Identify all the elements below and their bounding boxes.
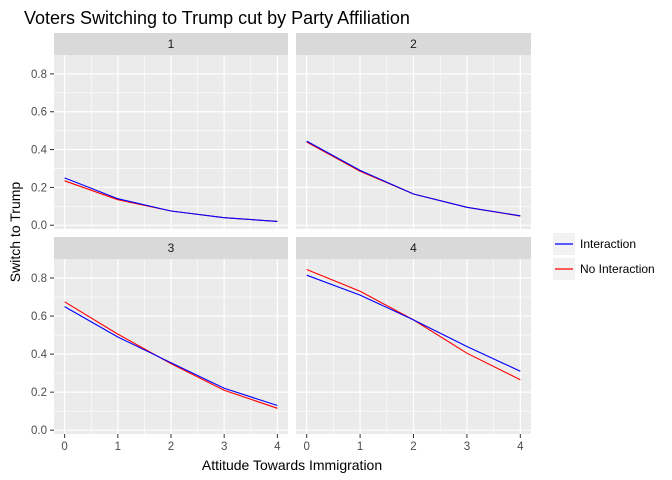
x-tick-label: 4 (274, 441, 281, 453)
y-tick-label: 0.6 (31, 107, 47, 119)
facet-strip (296, 33, 531, 55)
facet-strip-label: 3 (168, 241, 175, 255)
y-tick-label: 0.4 (31, 349, 48, 361)
y-tick-label: 0.2 (31, 387, 47, 399)
x-tick-label: 2 (168, 441, 174, 453)
x-tick-label: 4 (517, 441, 524, 453)
series-line-interaction (64, 306, 278, 407)
y-tick-label: 0.2 (31, 182, 47, 194)
y-tick-label: 0.6 (31, 311, 47, 323)
x-tick-label: 0 (303, 441, 309, 453)
y-tick-label: 0.8 (31, 273, 47, 285)
series-line-interaction (64, 177, 278, 222)
facet-panels: 1 0.0 0.2 0.4 0.6 0.8 2 3 0.0 0.2 0.4 0.6 0.8 0 1 2 3 4 4 0… (31, 33, 531, 453)
facet-panel-1: 1 0.0 0.2 0.4 0.6 0.8 (31, 33, 288, 232)
legend: Interaction No Interaction (553, 233, 655, 280)
x-tick-label: 1 (357, 441, 363, 453)
facet-panel-2: 2 (296, 33, 531, 229)
y-tick-label: 0.0 (31, 220, 47, 232)
legend-label-no-interaction: No Interaction (580, 262, 655, 276)
facet-panel-3: 3 0.0 0.2 0.4 0.6 0.8 0 1 2 3 4 (31, 237, 288, 453)
series-line-no-interaction (64, 301, 278, 409)
facet-strip (296, 237, 531, 259)
y-tick-label: 0.8 (31, 69, 47, 81)
chart-title: Voters Switching to Trump cut by Party A… (24, 8, 410, 28)
x-tick-label: 1 (115, 441, 121, 453)
series-line-interaction (306, 140, 521, 217)
x-tick-label: 2 (410, 441, 416, 453)
facet-panel-4: 4 0 1 2 3 4 (296, 237, 531, 453)
x-axis-title: Attitude Towards Immigration (202, 457, 382, 473)
facet-strip (54, 237, 288, 259)
legend-label-interaction: Interaction (580, 237, 636, 251)
y-tick-label: 0.0 (31, 425, 47, 437)
y-axis-title: Switch to Trump (7, 182, 23, 283)
facet-strip-label: 2 (410, 37, 417, 51)
facet-strip-label: 1 (168, 37, 175, 51)
x-tick-label: 3 (464, 441, 470, 453)
y-tick-label: 0.4 (31, 145, 48, 157)
facet-strip (54, 33, 288, 55)
facet-strip-label: 4 (410, 241, 417, 255)
x-tick-label: 3 (221, 441, 227, 453)
x-tick-label: 0 (61, 441, 67, 453)
series-line-interaction (306, 274, 521, 372)
